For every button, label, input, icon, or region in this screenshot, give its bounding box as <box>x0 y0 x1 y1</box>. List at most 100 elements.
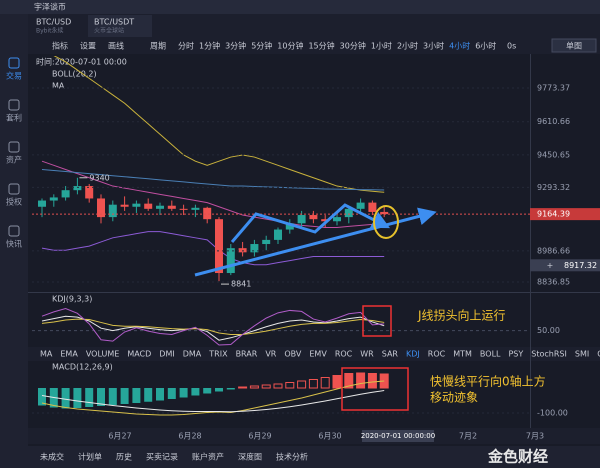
indicator-tab[interactable]: WR <box>360 350 374 359</box>
bottom-tab[interactable]: 历史 <box>116 452 132 462</box>
cursor-price-box <box>530 259 600 272</box>
macd-bar <box>320 377 330 389</box>
period-label[interactable]: 周期 <box>150 42 166 51</box>
bottom-tab[interactable]: 技术分析 <box>276 452 308 462</box>
indicator-tab[interactable]: EMV <box>309 350 327 359</box>
indicator-tab[interactable]: ROC <box>335 350 353 359</box>
cursor-time-box <box>362 430 434 442</box>
period[interactable]: 分时 <box>178 41 194 51</box>
indicator-tab[interactable]: MACD <box>127 350 151 359</box>
overlay-line <box>41 160 385 228</box>
candle-body <box>144 203 153 209</box>
indicator-tab[interactable]: DMI <box>159 350 174 359</box>
candle-body <box>179 208 188 210</box>
indicator-tab[interactable]: SAR <box>382 350 399 359</box>
bottom-tab[interactable]: 未成交 <box>40 452 64 462</box>
tab-pair[interactable]: BTC/USD <box>36 18 71 27</box>
indicator-tab[interactable]: BOLL <box>480 350 501 359</box>
indicator-tab[interactable]: StochRSI <box>531 350 567 359</box>
y-tick-label: 50.00 <box>537 326 560 335</box>
macd-bar <box>249 385 259 389</box>
sidebar <box>0 14 28 468</box>
macd-bar <box>97 388 105 406</box>
macd-bar <box>132 388 141 403</box>
period[interactable]: 1小时 <box>371 41 392 51</box>
time-label: 时间:2020-07-01 00:00 <box>36 57 127 67</box>
watermark: 金色财经 <box>487 448 548 466</box>
overlay-label: BOLL(20,2) <box>52 70 97 79</box>
sidebar-icon <box>8 183 20 195</box>
period[interactable]: 4小时 <box>449 41 470 51</box>
indicator-tab[interactable]: MTM <box>453 350 472 359</box>
date-axis <box>28 428 600 444</box>
indicator-tab[interactable]: OBV <box>284 350 302 359</box>
candle-body <box>73 186 82 191</box>
period[interactable]: 2小时 <box>397 41 418 51</box>
indicator-tab[interactable]: VOLUME <box>86 350 120 359</box>
candle-body <box>167 205 176 209</box>
indicator-tab[interactable]: DMA <box>183 350 202 359</box>
indicator-tab[interactable]: MA <box>40 350 53 359</box>
macd-bar <box>261 384 271 389</box>
indicator-tab[interactable]: ROC <box>428 350 446 359</box>
sidebar-label[interactable]: 授权 <box>6 197 22 207</box>
candle-body <box>297 215 306 224</box>
candle-body <box>49 197 58 201</box>
indicator-tab[interactable]: KDJ <box>406 350 420 359</box>
layout-label[interactable]: 单图 <box>566 41 582 51</box>
candle-body <box>215 219 223 274</box>
note: J线拐头向上运行 <box>417 308 506 323</box>
sidebar-label[interactable]: 套利 <box>6 113 22 123</box>
sidebar-label[interactable]: 资产 <box>6 155 22 165</box>
period[interactable]: 30分钟 <box>340 41 366 51</box>
indicator-tab[interactable]: SMI <box>575 350 589 359</box>
macd-bar <box>367 373 377 389</box>
candle-body <box>274 229 282 240</box>
indicator-tab[interactable]: PSY <box>508 350 523 359</box>
period[interactable]: 6小时 <box>475 41 496 51</box>
indicator-tab[interactable]: BRAR <box>236 350 258 359</box>
macd-line <box>41 380 385 416</box>
period[interactable]: 10分钟 <box>277 41 303 51</box>
candle-body <box>203 207 212 220</box>
sidebar-label[interactable]: 交易 <box>6 71 22 81</box>
x-tick-label: 6月30 <box>318 432 341 441</box>
macd-bar <box>332 375 342 389</box>
macd-bar <box>285 382 295 389</box>
indicator-tab[interactable]: EMA <box>60 350 78 359</box>
candle-body <box>226 248 235 274</box>
tool[interactable]: 设置 <box>80 41 96 51</box>
bottom-tab[interactable]: 买卖记录 <box>146 453 178 462</box>
tool[interactable]: 画线 <box>108 41 124 51</box>
macd-bar <box>344 373 354 389</box>
tool[interactable]: 指标 <box>52 41 68 51</box>
macd-bar <box>273 383 283 389</box>
last-price-box <box>530 208 600 221</box>
period[interactable]: 15分钟 <box>308 41 334 51</box>
indicator-tab[interactable]: TRIX <box>208 350 228 359</box>
layout-button[interactable] <box>551 38 597 53</box>
candle-body <box>262 239 271 245</box>
hi-label: 9340 <box>89 173 109 182</box>
y-tick-label: 9773.37 <box>537 84 570 93</box>
indicator-tab[interactable]: CCI <box>597 350 600 359</box>
period[interactable]: 3小时 <box>423 41 444 51</box>
period[interactable]: 3分钟 <box>225 41 246 51</box>
period[interactable]: 5分钟 <box>251 41 272 51</box>
macd-bar <box>356 372 366 389</box>
macd-bar <box>156 388 164 401</box>
tab-pair[interactable]: BTC/USDT <box>94 18 134 27</box>
bottom-tab[interactable]: 深度图 <box>238 452 262 462</box>
bottom-tab[interactable]: 账户资产 <box>192 452 224 462</box>
sidebar-icon <box>8 225 20 237</box>
highlight <box>362 305 392 337</box>
sidebar-label[interactable]: 快讯 <box>6 239 22 249</box>
sidebar-icon <box>8 57 20 69</box>
macd-bar <box>38 388 46 406</box>
indicator-tab[interactable]: VR <box>265 350 276 359</box>
overlay-label: MA <box>52 82 65 91</box>
y-tick-label: 8986.66 <box>537 246 570 255</box>
bottom-tab[interactable]: 计划单 <box>78 452 102 462</box>
period[interactable]: 1分钟 <box>199 41 220 51</box>
kdj-title: KDJ(9,3,3) <box>52 295 92 304</box>
